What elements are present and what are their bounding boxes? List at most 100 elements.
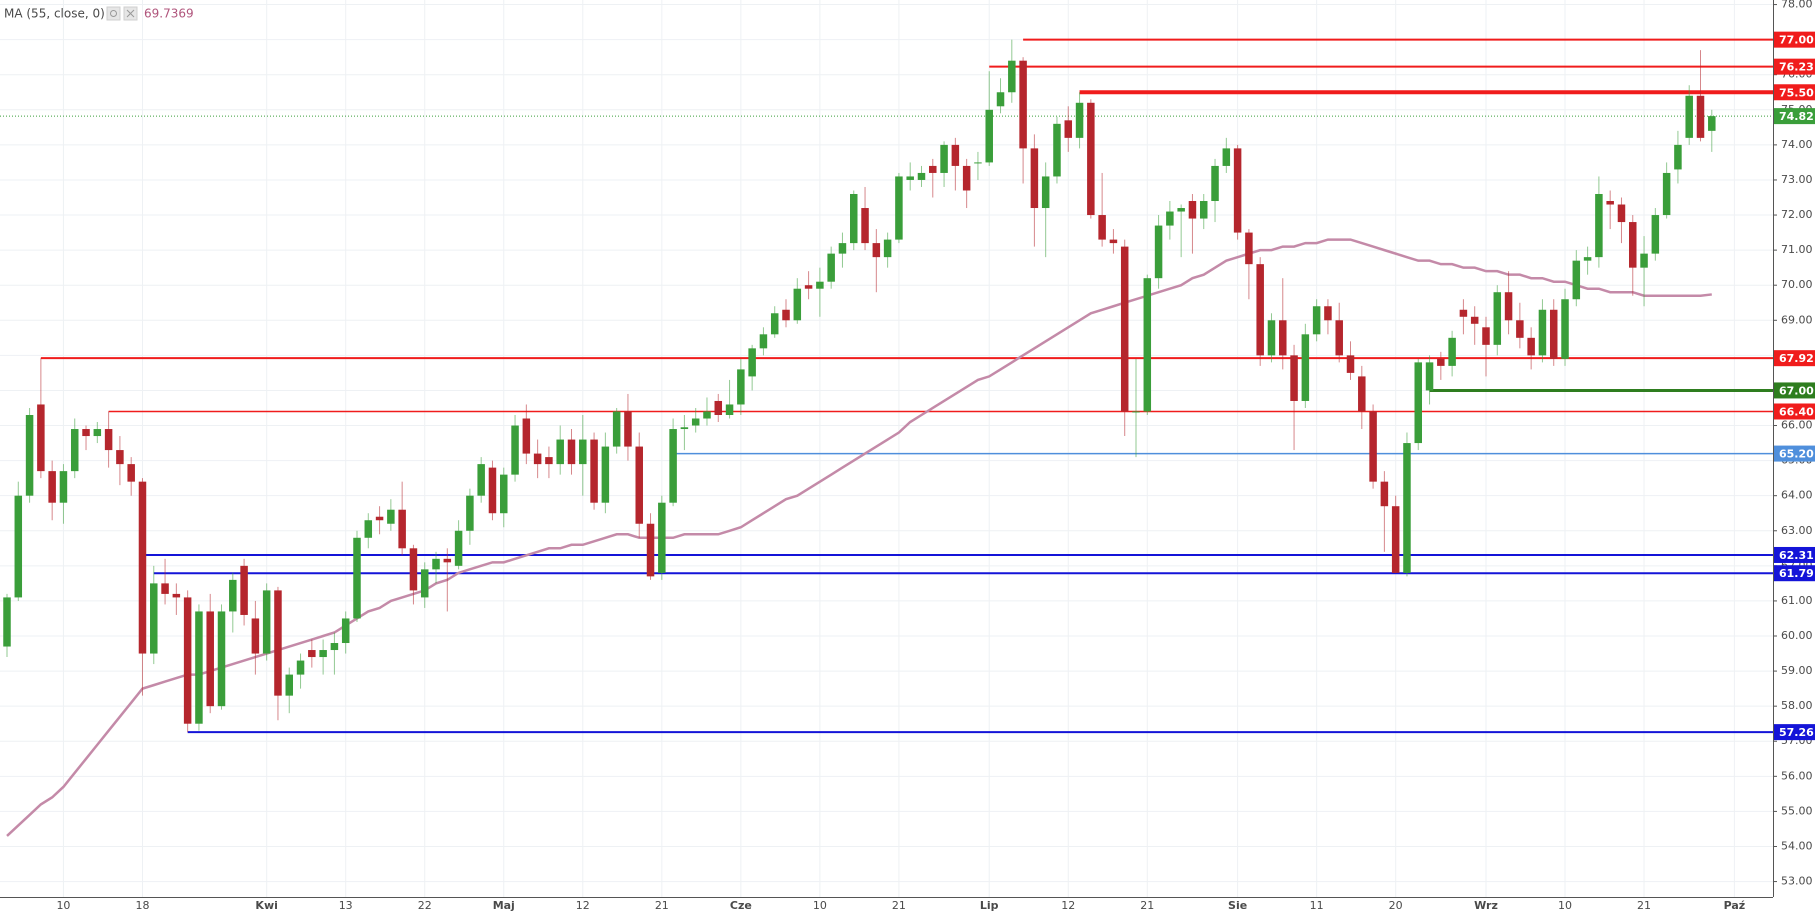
candle-body bbox=[996, 92, 1005, 107]
level-tag bbox=[1774, 565, 1815, 582]
candle-body bbox=[195, 611, 203, 724]
candle-body bbox=[1290, 355, 1298, 401]
x-tick-label: 21 bbox=[1140, 899, 1154, 912]
x-tick-label: Paź bbox=[1724, 899, 1746, 912]
candle-body bbox=[804, 285, 813, 289]
candle-body bbox=[1583, 257, 1592, 261]
candle-body bbox=[1674, 144, 1682, 170]
candle-body bbox=[1075, 102, 1084, 138]
candle-body bbox=[1470, 316, 1479, 324]
candle-body bbox=[725, 404, 734, 415]
candle-body bbox=[330, 643, 339, 651]
candle-body bbox=[1312, 306, 1321, 335]
candle-body bbox=[1527, 337, 1535, 356]
candle-body bbox=[1098, 215, 1106, 240]
level-label: 75.50 bbox=[1779, 86, 1814, 99]
candle-body bbox=[1087, 102, 1095, 216]
level-tag bbox=[1774, 382, 1815, 399]
candle-body bbox=[669, 429, 677, 503]
level-tag bbox=[1774, 31, 1815, 48]
candle-body bbox=[172, 593, 181, 598]
candle-body bbox=[511, 425, 519, 475]
x-tick-label: 12 bbox=[576, 899, 590, 912]
candle-body bbox=[974, 162, 982, 164]
candle-body bbox=[522, 418, 531, 454]
y-tick-label: 54.00 bbox=[1781, 839, 1813, 852]
candle-body bbox=[737, 369, 745, 405]
indicator-value: 69.7369 bbox=[144, 7, 194, 21]
candle-body bbox=[1391, 506, 1400, 573]
candle-body bbox=[872, 243, 881, 258]
candle-body bbox=[262, 590, 271, 654]
candle-body bbox=[138, 481, 147, 654]
candle-body bbox=[353, 537, 361, 619]
level-label: 66.40 bbox=[1779, 405, 1814, 418]
candle-body bbox=[590, 439, 598, 503]
candle-body bbox=[127, 464, 135, 482]
candle-body bbox=[1617, 204, 1626, 223]
close-glyph bbox=[126, 9, 135, 18]
candle-body bbox=[1267, 320, 1276, 356]
candle-body bbox=[104, 429, 113, 451]
settings-icon[interactable] bbox=[106, 6, 121, 21]
candle-body bbox=[1233, 148, 1242, 233]
x-tick-label: Cze bbox=[730, 899, 752, 912]
candle-body bbox=[1256, 264, 1264, 356]
level-label: 67.00 bbox=[1779, 384, 1814, 397]
candle-body bbox=[477, 464, 485, 496]
candle-body bbox=[398, 509, 406, 549]
candle-body bbox=[985, 109, 993, 163]
candle-body bbox=[1685, 95, 1693, 138]
y-tick-label: 61.00 bbox=[1781, 594, 1813, 607]
candle-body bbox=[1369, 411, 1377, 482]
candle-body bbox=[1030, 148, 1039, 209]
candle-body bbox=[375, 516, 384, 521]
level-tag bbox=[1774, 403, 1815, 420]
candle-body bbox=[1335, 320, 1343, 356]
candle-body bbox=[962, 165, 971, 191]
x-tick-label: 10 bbox=[56, 899, 70, 912]
candle-body bbox=[1708, 116, 1716, 131]
candle-body bbox=[1166, 211, 1174, 226]
candle-body bbox=[1064, 120, 1073, 138]
candle-body bbox=[1346, 355, 1355, 373]
candle-body bbox=[25, 414, 34, 496]
candle-body bbox=[70, 429, 79, 472]
indicator-name: MA (55, close, 0) bbox=[4, 7, 105, 21]
candle-body bbox=[1279, 320, 1287, 356]
last-price-tag bbox=[1774, 108, 1815, 125]
candle-body bbox=[1629, 222, 1637, 268]
candle-body bbox=[387, 509, 395, 524]
candle-body bbox=[929, 165, 937, 173]
x-tick-label: 18 bbox=[135, 899, 149, 912]
candle-body bbox=[1538, 309, 1547, 356]
level-label: 61.79 bbox=[1779, 567, 1814, 580]
candle-body bbox=[488, 467, 497, 514]
candle-body bbox=[1662, 172, 1671, 216]
candle-body bbox=[116, 450, 124, 465]
grid bbox=[0, 0, 1773, 897]
candle-body bbox=[308, 650, 316, 658]
candle-body bbox=[251, 618, 260, 654]
candle-body bbox=[443, 558, 452, 563]
candle-body bbox=[579, 439, 587, 465]
candle-body bbox=[229, 579, 237, 612]
candle-body bbox=[274, 590, 282, 696]
candle-body bbox=[1606, 201, 1614, 205]
candle-body bbox=[93, 429, 102, 437]
candle-body bbox=[1109, 239, 1118, 244]
candle-body bbox=[454, 530, 463, 566]
y-tick-label: 63.00 bbox=[1781, 524, 1813, 537]
x-tick-label: Sie bbox=[1228, 899, 1247, 912]
candle-body bbox=[217, 611, 226, 707]
level-tag bbox=[1774, 350, 1815, 367]
x-tick-label: 12 bbox=[1061, 899, 1075, 912]
candle-body bbox=[1595, 193, 1603, 258]
x-tick-label: Maj bbox=[493, 899, 515, 912]
level-tag bbox=[1774, 724, 1815, 741]
candle-body bbox=[1154, 225, 1163, 279]
indicator-header: MA (55, close, 0) 69.7369 bbox=[4, 6, 194, 21]
candle-body bbox=[1504, 292, 1513, 321]
